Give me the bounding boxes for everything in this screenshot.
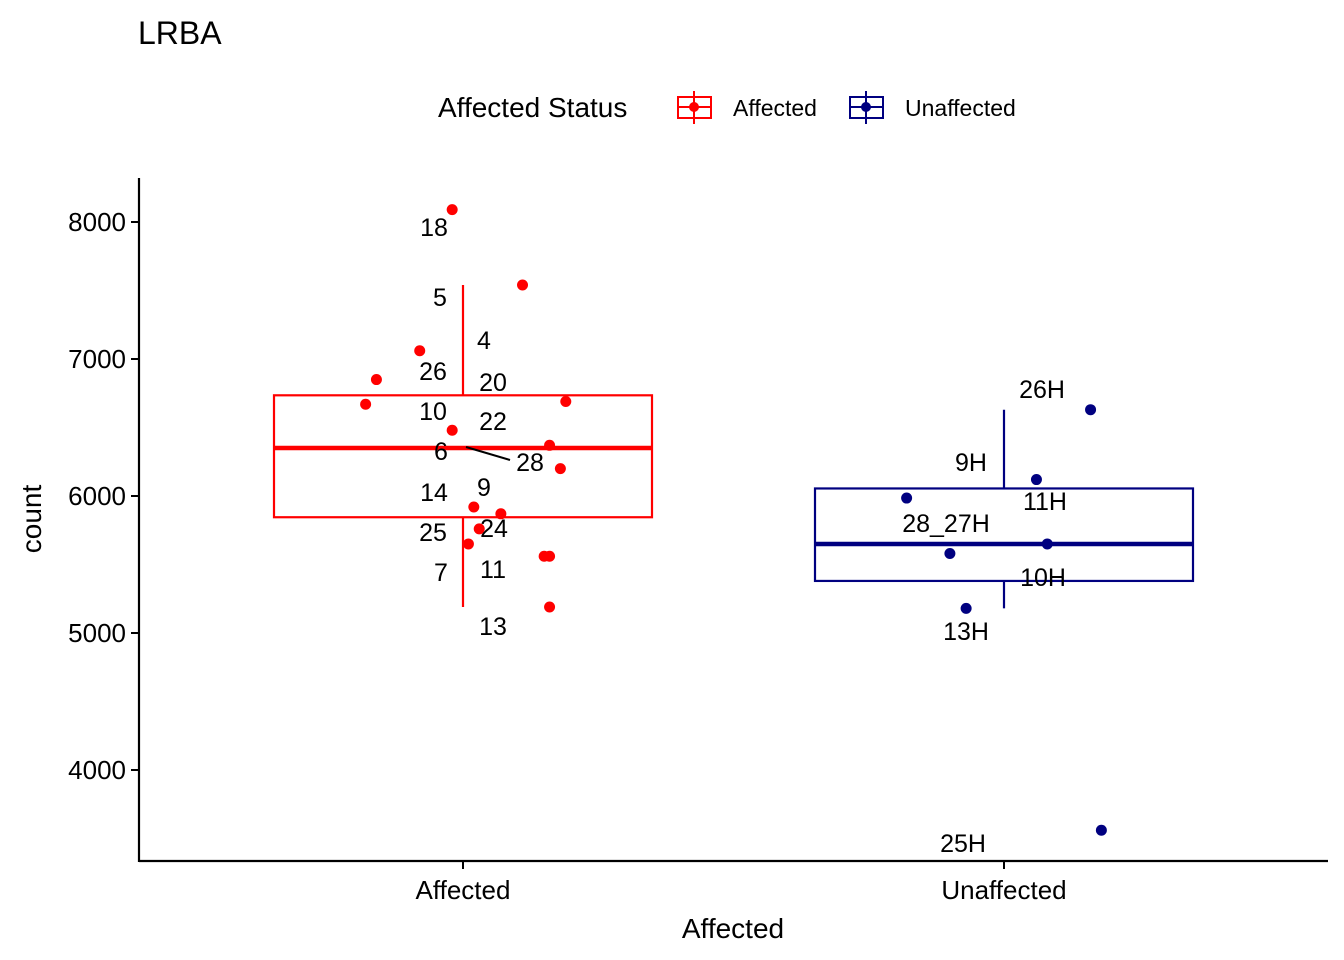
point-label: 24 xyxy=(480,515,508,543)
data-point xyxy=(414,345,426,357)
data-point xyxy=(1030,474,1042,486)
data-point xyxy=(538,550,550,562)
y-axis-title: count xyxy=(16,485,47,554)
y-tick-label: 4000 xyxy=(68,755,126,785)
data-point xyxy=(473,523,485,535)
data-point xyxy=(446,204,458,216)
data-point xyxy=(360,398,372,410)
point-label: 10H xyxy=(1020,564,1066,592)
point-label: 13 xyxy=(479,613,507,641)
data-point xyxy=(554,463,566,475)
point-label: 9 xyxy=(477,474,491,502)
point-label: 25 xyxy=(419,519,447,547)
point-label: 10 xyxy=(419,398,447,426)
y-tick-label: 7000 xyxy=(68,344,126,374)
y-axis-ticks: 4000 5000 6000 7000 8000 xyxy=(68,207,139,785)
point-label: 22 xyxy=(479,408,507,436)
data-point xyxy=(1085,404,1097,416)
y-tick-label: 5000 xyxy=(68,618,126,648)
point-label: 5 xyxy=(433,284,447,312)
data-point xyxy=(901,492,913,504)
x-axis-ticks: Affected Unaffected xyxy=(416,861,1067,905)
box-body xyxy=(272,394,654,519)
legend-label-affected: Affected xyxy=(733,95,817,121)
data-point xyxy=(944,548,956,560)
x-tick-label: Unaffected xyxy=(941,875,1066,905)
point-label: 14 xyxy=(420,479,448,507)
data-point xyxy=(560,395,572,407)
point-label: 18 xyxy=(420,214,448,242)
point-label: 13H xyxy=(943,618,989,646)
label-leader-line xyxy=(465,446,511,461)
data-point xyxy=(495,508,507,520)
data-point xyxy=(1041,538,1053,550)
box-unaffected xyxy=(813,409,1195,609)
box-affected xyxy=(272,285,654,607)
data-points xyxy=(360,204,1107,836)
chart-title: LRBA xyxy=(138,15,222,51)
data-point xyxy=(960,602,972,614)
legend-key-unaffected xyxy=(849,91,884,124)
point-label: 4 xyxy=(477,327,491,355)
y-tick-label: 8000 xyxy=(68,207,126,237)
x-tick-label: Affected xyxy=(416,875,511,905)
data-point xyxy=(370,374,382,386)
legend-title: Affected Status xyxy=(438,92,627,123)
legend-key-affected xyxy=(677,91,712,124)
point-label: 9H xyxy=(955,449,987,477)
point-label: 6 xyxy=(434,438,448,466)
point-label: 11H xyxy=(1023,488,1067,516)
data-point xyxy=(544,439,556,451)
point-label: 25H xyxy=(940,830,986,858)
point-label: 26 xyxy=(419,358,447,386)
point-label: 26H xyxy=(1019,376,1065,404)
data-point xyxy=(1095,824,1107,836)
boxes xyxy=(272,285,1195,609)
box-body xyxy=(813,487,1195,583)
data-point xyxy=(544,601,556,613)
data-point xyxy=(462,538,474,550)
data-point xyxy=(517,279,529,291)
data-point xyxy=(468,501,480,513)
point-label: 28_27H xyxy=(902,510,990,538)
legend-label-unaffected: Unaffected xyxy=(905,95,1016,121)
point-label: 28 xyxy=(516,449,544,477)
point-label: 7 xyxy=(434,559,448,587)
legend: Affected Status Affected Unaffected xyxy=(438,91,1016,124)
data-point xyxy=(446,424,458,436)
x-axis-title: Affected xyxy=(682,913,784,944)
y-tick-label: 6000 xyxy=(68,481,126,511)
point-labels: 18 5 4 26 20 10 22 6 28 14 9 24 25 11 13 7 26H 9H 11H 28_27… xyxy=(419,214,1067,858)
point-label: 11 xyxy=(480,556,506,584)
point-label: 20 xyxy=(479,369,507,397)
